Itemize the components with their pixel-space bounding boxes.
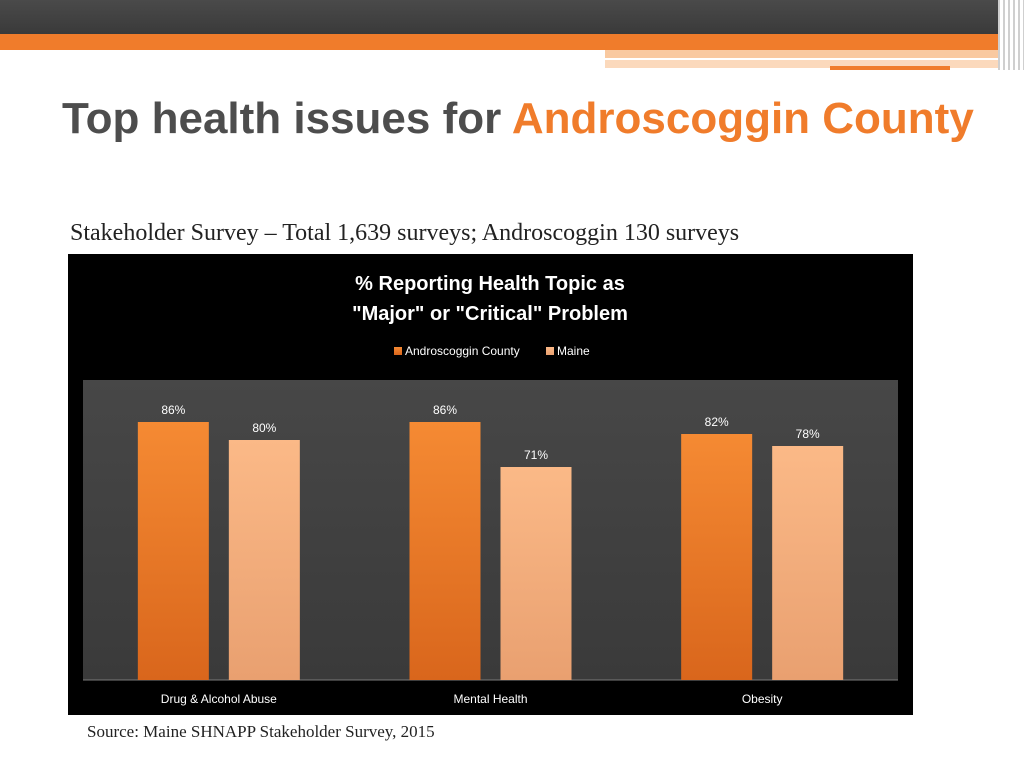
thin-accent-stripe	[830, 66, 950, 70]
bar-maine-3	[772, 446, 844, 680]
category-label-1: Drug & Alcohol Abuse	[161, 692, 277, 706]
chart-title-line2: "Major" or "Critical" Problem	[352, 303, 628, 325]
pale-accent-stripe	[605, 50, 1000, 58]
data-label-androscoggin-2: 86%	[433, 403, 457, 417]
pale-accent-stripe-lower	[605, 60, 1000, 68]
chart-container: % Reporting Health Topic as "Major" or "…	[68, 254, 913, 715]
top-banner-bar	[0, 0, 1024, 34]
data-label-androscoggin-3: 82%	[705, 415, 729, 429]
legend-label-maine: Maine	[557, 344, 590, 358]
legend-swatch-androscoggin	[394, 347, 402, 355]
title-accent-text: Androscoggin County	[511, 94, 974, 143]
slide-title: Top health issues for Androscoggin Count…	[62, 94, 974, 144]
bar-maine-2	[500, 467, 572, 680]
bar-androscoggin-3	[681, 434, 753, 680]
orange-accent-stripe	[0, 34, 1000, 50]
data-label-androscoggin-1: 86%	[161, 403, 185, 417]
title-main-text: Top health issues for	[62, 94, 512, 143]
legend-swatch-maine	[546, 347, 554, 355]
bar-androscoggin-2	[409, 422, 481, 680]
plot-area	[83, 380, 898, 680]
source-note: Source: Maine SHNAPP Stakeholder Survey,…	[87, 722, 435, 741]
chart-title-line1: % Reporting Health Topic as	[355, 273, 625, 295]
bar-chart: % Reporting Health Topic as "Major" or "…	[83, 273, 898, 706]
category-label-2: Mental Health	[453, 692, 527, 706]
data-label-maine-2: 71%	[524, 448, 548, 462]
bar-maine-1	[228, 440, 300, 680]
data-label-maine-3: 78%	[796, 427, 820, 441]
bar-androscoggin-1	[137, 422, 209, 680]
decorative-edge-lines	[998, 0, 1024, 70]
data-label-maine-1: 80%	[252, 421, 276, 435]
chart-legend: Androscoggin County Maine	[394, 344, 590, 358]
legend-label-androscoggin: Androscoggin County	[405, 344, 520, 358]
slide-subtitle: Stakeholder Survey – Total 1,639 surveys…	[70, 220, 740, 246]
category-label-3: Obesity	[742, 692, 783, 706]
